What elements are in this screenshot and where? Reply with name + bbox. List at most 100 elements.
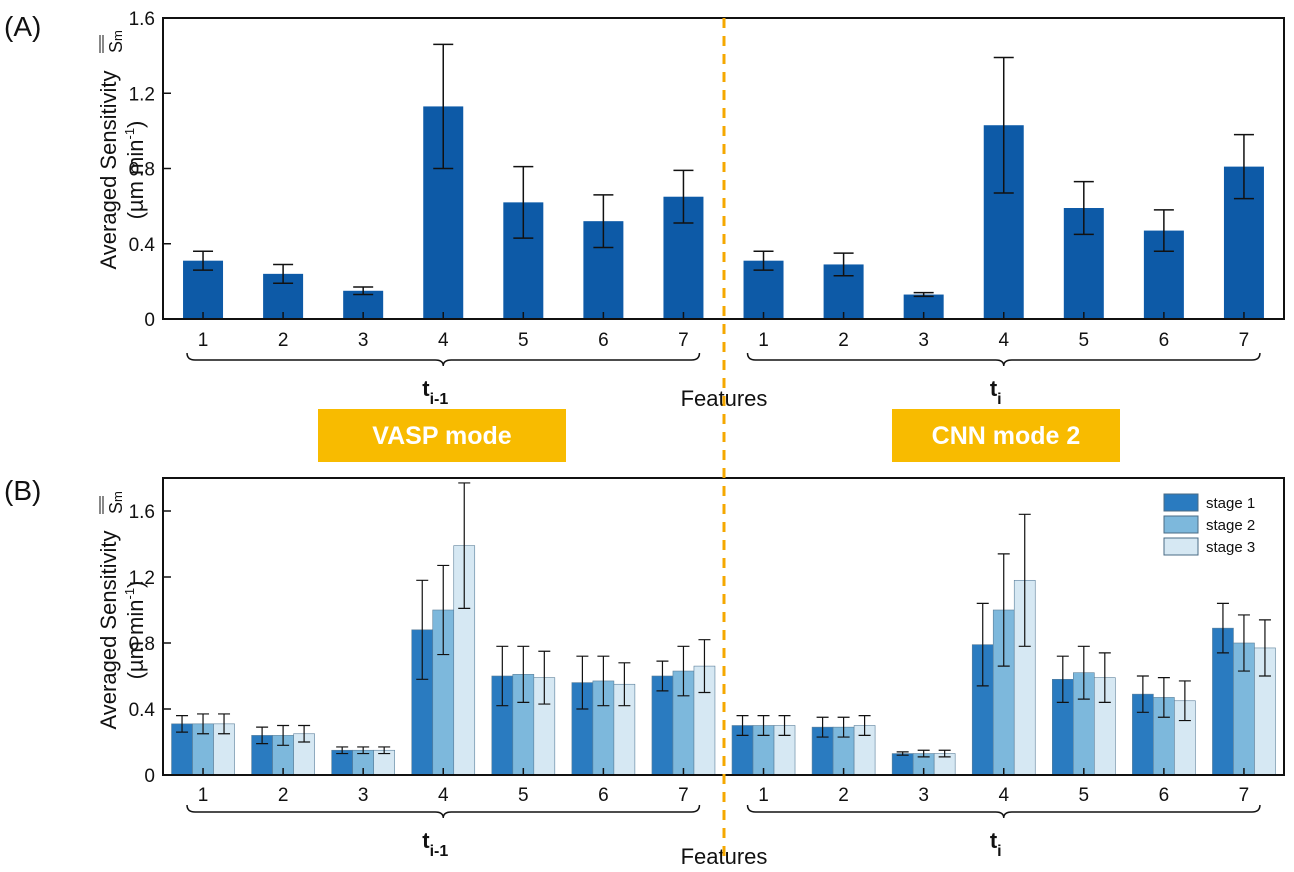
cnn-mode-label: CNN mode 2: [932, 422, 1081, 450]
chart-b-xtick-label: 3: [918, 785, 929, 806]
chart-a-ytick-label: 0: [144, 310, 155, 331]
chart-b-xticks: 1 2 3 4 5 6 7 1 2 3 4 5 6 7: [198, 768, 1249, 806]
chart-b-ytick-label: 1.2: [129, 568, 155, 589]
chart-a-brackets: ti-1 ti: [186, 352, 1261, 408]
legend-swatch-stage1: [1163, 493, 1199, 512]
chart-a-xtick-label: 1: [758, 330, 769, 351]
chart-b-error-bar: [698, 639, 711, 694]
chart-b-error-bar: [618, 662, 631, 707]
chart-b-xtick-label: 1: [758, 785, 769, 806]
chart-b-group-label: ti-1: [422, 828, 448, 860]
chart-a-ytick-label: 0.8: [129, 160, 155, 181]
chart-b-xtick-label: 5: [518, 785, 529, 806]
chart-a-xtick-label: 4: [998, 330, 1009, 351]
chart-b-error-bar: [256, 726, 269, 745]
chart-b-group-bracket: [746, 804, 1261, 819]
chart-b: 0 0.4 0.8 1.2 1.6 1 2 3 4 5 6 7 1 2 3 4 5 6 7 ti-1 ti Aver…: [96, 477, 1285, 869]
svg-text:Sm: Sm: [106, 491, 126, 514]
chart-b-yticks: 0 0.4 0.8 1.2 1.6: [129, 502, 171, 787]
chart-b-error-bar: [416, 579, 429, 680]
chart-b-ytick-label: 0: [144, 766, 155, 787]
chart-a-xticks: 1 2 3 4 5 6 7 1 2 3 4 5 6 7: [198, 312, 1249, 351]
chart-b-xtick-label: 1: [198, 785, 209, 806]
chart-b-xtick-label: 5: [1079, 785, 1090, 806]
chart-b-error-bar: [1077, 645, 1090, 700]
legend-label-stage2: stage 2: [1206, 517, 1255, 534]
chart-a-error-bar: [513, 165, 534, 239]
chart-b-error-bar: [378, 746, 391, 755]
chart-b-ytick-label: 0.4: [129, 700, 156, 721]
chart-a-xtick-label: 1: [198, 330, 209, 351]
chart-b-error-bar: [997, 553, 1010, 667]
chart-b-error-bar: [277, 724, 290, 746]
chart-a-error-bar: [993, 56, 1014, 194]
chart-b-xtick-label: 6: [1159, 785, 1170, 806]
chart-a-group-bracket: [746, 352, 1261, 367]
chart-b-error-bar: [656, 660, 669, 692]
chart-a-yticks: 0 0.4 0.8 1.2 1.6: [129, 9, 171, 331]
chart-a-error-bar: [913, 291, 934, 298]
chart-a-group-bracket: [186, 352, 701, 367]
chart-a-xtick-label: 2: [838, 330, 849, 351]
chart-b-error-bar: [938, 749, 951, 758]
vasp-mode-box: [318, 409, 566, 462]
chart-a-xtick-label: 6: [1159, 330, 1170, 351]
chart-b-brackets: ti-1 ti: [186, 804, 1261, 860]
chart-b-xtick-label: 2: [278, 785, 289, 806]
chart-a-error-bar: [433, 43, 454, 170]
vasp-mode-label: VASP mode: [372, 422, 511, 450]
chart-b-bar-stage1: [891, 753, 914, 776]
chart-b-error-bar: [896, 751, 909, 756]
chart-a-error-bar: [1233, 133, 1254, 200]
chart-a-error-bar: [673, 169, 694, 224]
legend-swatch-stage2: [1163, 515, 1199, 534]
chart-b-error-bar: [816, 716, 829, 738]
chart-a-xtick-label: 3: [358, 330, 369, 351]
chart-a-ylabel: Averaged Sensitivity: [96, 71, 121, 270]
chart-b-error-bar: [538, 650, 551, 705]
chart-b-error-bar: [736, 715, 749, 736]
chart-b-xtick-label: 4: [998, 785, 1009, 806]
chart-a-xtick-label: 3: [918, 330, 929, 351]
chart-a-group-label: ti: [990, 376, 1002, 408]
chart-a-ytick-label: 1.6: [129, 9, 155, 30]
chart-b-error-bar: [1056, 655, 1069, 703]
chart-b-xtick-label: 6: [598, 785, 609, 806]
chart-b-error-bar: [1178, 680, 1191, 722]
chart-a-xtick-label: 5: [1079, 330, 1090, 351]
panel-b-label: (B): [4, 475, 41, 506]
chart-b-error-bar: [298, 724, 311, 743]
chart-a-error-bar: [1153, 209, 1174, 253]
chart-b-group-label: ti: [990, 828, 1002, 860]
chart-b-error-bar: [496, 645, 509, 707]
chart-b-ylabel-symbol: Sm: [99, 491, 126, 514]
chart-b-error-bar: [197, 713, 210, 735]
chart-a-xtick-label: 5: [518, 330, 529, 351]
chart-b-xtick-label: 3: [358, 785, 369, 806]
chart-b-legend: stage 1 stage 2 stage 3: [1163, 493, 1255, 556]
chart-a-error-bar: [593, 194, 614, 249]
chart-b-error-bar: [837, 716, 850, 738]
chart-a-xtick-label: 7: [1239, 330, 1250, 351]
chart-b-error-bar: [757, 715, 770, 736]
chart-b-error-bar: [1018, 513, 1031, 647]
chart-a-group-label: ti-1: [422, 376, 448, 408]
chart-a-bars: [183, 43, 1264, 319]
chart-b-error-bar: [1157, 677, 1170, 718]
chart-b-error-bar: [858, 715, 871, 736]
chart-a-error-bar: [273, 263, 294, 285]
chart-b-error-bar: [218, 713, 231, 735]
panel-a-label: (A): [4, 11, 41, 42]
chart-b-error-bar: [458, 482, 471, 609]
chart-b-error-bar: [778, 715, 791, 736]
chart-a-ytick-label: 0.4: [129, 235, 156, 256]
chart-a-xtick-label: 6: [598, 330, 609, 351]
legend-swatch-stage3: [1163, 537, 1199, 556]
chart-b-xtick-label: 2: [838, 785, 849, 806]
chart-b-error-bar: [1237, 614, 1250, 672]
chart-b-ytick-label: 0.8: [129, 634, 155, 655]
chart-b-error-bar: [1216, 602, 1229, 654]
chart-b-ylabel-units: (µm min-1): [122, 581, 148, 680]
chart-b-error-bar: [437, 564, 450, 656]
